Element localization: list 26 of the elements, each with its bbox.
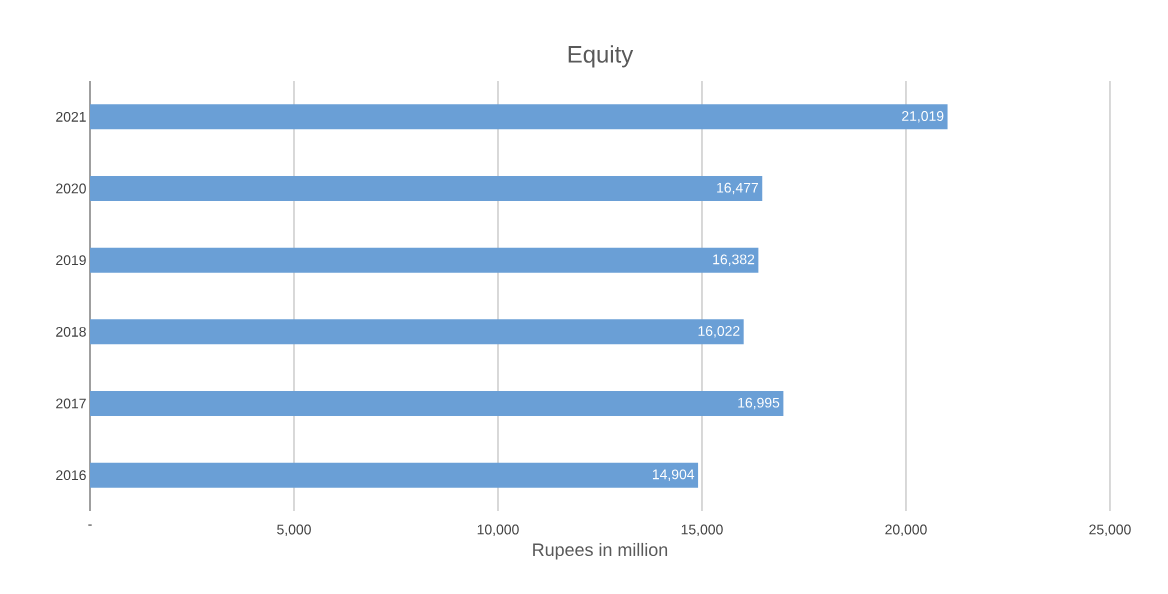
data-label: 21,019	[902, 111, 944, 123]
bar	[90, 247, 759, 273]
x-tick-label: -	[88, 524, 92, 526]
bar	[90, 176, 763, 201]
y-tick-label: 2016	[56, 470, 86, 481]
x-tick-label: 15,000	[681, 524, 723, 537]
chart-title: Equity	[568, 45, 634, 68]
x-tick-label: 25,000	[1089, 524, 1131, 537]
y-tick-label: 2017	[56, 398, 86, 409]
data-label: 16,382	[713, 254, 755, 266]
y-tick-label: 2021	[56, 111, 86, 122]
x-tick-label: 5,000	[277, 524, 311, 537]
bar	[90, 104, 948, 130]
y-tick-label: 2020	[56, 183, 86, 194]
x-axis-title: Rupees in million	[533, 542, 668, 560]
data-label: 16,477	[717, 182, 759, 195]
x-tick-label: 20,000	[885, 524, 927, 537]
bar	[90, 391, 784, 416]
bar	[90, 462, 699, 488]
data-label: 14,904	[652, 469, 695, 481]
data-label: 16,022	[698, 326, 740, 338]
y-tick-label: 2019	[56, 255, 86, 266]
y-tick-label: 2018	[56, 326, 86, 337]
data-label: 16,995	[738, 397, 780, 410]
bar	[90, 319, 744, 345]
x-tick-label: 10,000	[477, 524, 519, 537]
